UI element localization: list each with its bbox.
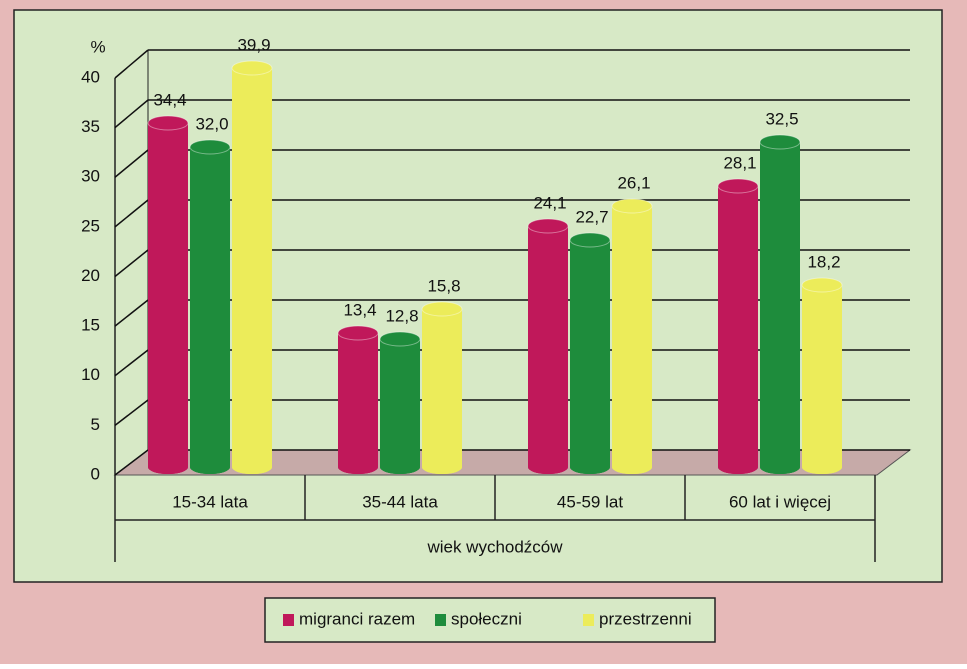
legend-label: przestrzenni (599, 609, 692, 628)
bar-shade (528, 226, 568, 474)
bar-top (231, 60, 273, 76)
bar-shade (232, 68, 272, 474)
bar-top (527, 218, 569, 234)
bar-shade (380, 339, 420, 474)
legend-label: migranci razem (299, 609, 415, 628)
y-tick-label: 0 (91, 464, 100, 483)
data-label: 32,5 (765, 109, 798, 128)
bar-top (379, 331, 421, 347)
data-label: 39,9 (237, 35, 270, 54)
data-label: 26,1 (617, 173, 650, 192)
grid-line (114, 99, 149, 129)
bar-top (717, 178, 759, 194)
bar-shade (718, 186, 758, 474)
x-tick-label: 15-34 lata (172, 492, 248, 511)
data-label: 13,4 (343, 300, 376, 319)
bar-shade (760, 142, 800, 474)
grid-line (114, 249, 149, 278)
legend-label: społeczni (451, 609, 522, 628)
grid-line (114, 49, 149, 79)
legend (264, 597, 716, 643)
bar-top (759, 134, 801, 150)
data-label: 12,8 (385, 306, 418, 325)
bar-shade (148, 123, 188, 474)
grid-line (114, 199, 149, 228)
x-axis-label: wiek wychodźców (426, 537, 563, 556)
bar-shade (570, 240, 610, 474)
bar-shade (612, 206, 652, 474)
x-tick-label: 35-44 lata (362, 492, 438, 511)
data-label: 22,7 (575, 207, 608, 226)
bar-shade (802, 285, 842, 474)
y-tick-label: 40 (81, 67, 100, 86)
grid-line (114, 149, 149, 178)
legend-swatch (283, 614, 294, 626)
grid-line (114, 449, 149, 476)
bar-top (569, 232, 611, 248)
grid-line (114, 299, 149, 327)
y-tick-label: 30 (81, 167, 100, 186)
y-tick-label: 10 (81, 365, 100, 384)
grid-line (114, 349, 149, 377)
legend-swatch (435, 614, 446, 626)
grid-line (114, 399, 149, 426)
y-tick-label: 15 (81, 316, 100, 335)
y-axis-label: % (90, 37, 105, 56)
y-tick-label: 35 (81, 117, 100, 136)
bar-shade (422, 309, 462, 474)
bar-top (801, 277, 843, 293)
bar-top (421, 301, 463, 317)
data-label: 34,4 (153, 90, 186, 109)
bar-top (189, 139, 231, 155)
x-tick-label: 60 lat i więcej (729, 492, 831, 511)
data-label: 32,0 (195, 114, 228, 133)
data-label: 15,8 (427, 276, 460, 295)
y-tick-label: 5 (91, 415, 100, 434)
x-tick-label: 45-59 lat (557, 492, 623, 511)
data-label: 24,1 (533, 193, 566, 212)
data-label: 18,2 (807, 252, 840, 271)
bar-top (611, 198, 653, 214)
y-tick-label: 20 (81, 266, 100, 285)
y-tick-label: 25 (81, 216, 100, 235)
bar-top (337, 325, 379, 341)
bar-shade (190, 147, 230, 474)
data-label: 28,1 (723, 153, 756, 172)
bar-shade (338, 333, 378, 474)
legend-swatch (583, 614, 594, 626)
bar-top (147, 115, 189, 131)
